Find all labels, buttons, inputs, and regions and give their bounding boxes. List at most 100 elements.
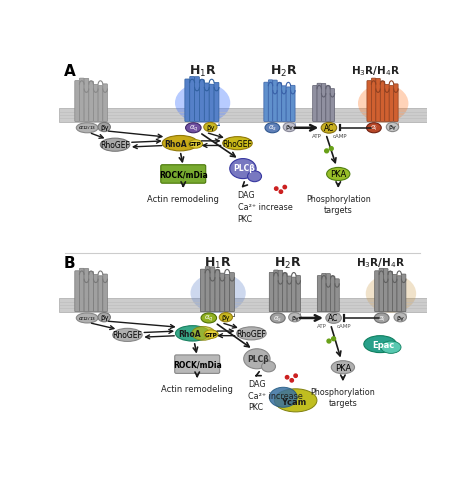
FancyBboxPatch shape [317, 84, 321, 122]
FancyBboxPatch shape [392, 275, 397, 312]
Text: H$_3$R/H$_4$R: H$_3$R/H$_4$R [356, 256, 405, 269]
FancyBboxPatch shape [98, 86, 103, 122]
FancyBboxPatch shape [283, 274, 287, 312]
Circle shape [290, 379, 293, 382]
FancyBboxPatch shape [277, 84, 282, 122]
Text: βγ: βγ [291, 315, 299, 320]
FancyBboxPatch shape [372, 79, 376, 122]
Ellipse shape [230, 159, 256, 179]
FancyBboxPatch shape [264, 83, 268, 122]
Text: RhoA: RhoA [164, 139, 187, 148]
Text: H$_1$R: H$_1$R [204, 256, 232, 271]
Ellipse shape [186, 124, 201, 133]
Ellipse shape [271, 313, 285, 323]
FancyBboxPatch shape [204, 84, 209, 122]
Ellipse shape [358, 85, 409, 123]
FancyBboxPatch shape [103, 275, 108, 312]
FancyBboxPatch shape [80, 79, 84, 122]
Ellipse shape [366, 124, 381, 133]
FancyBboxPatch shape [388, 272, 392, 312]
Text: RhoGEF: RhoGEF [100, 141, 130, 150]
Text: cAMP: cAMP [337, 324, 352, 329]
Ellipse shape [76, 124, 98, 133]
Text: DAG
Ca²⁺ increase
PKC: DAG Ca²⁺ increase PKC [237, 191, 292, 223]
Ellipse shape [223, 137, 252, 150]
FancyBboxPatch shape [282, 87, 286, 122]
Text: $\alpha_i$: $\alpha_i$ [370, 124, 378, 133]
Circle shape [279, 190, 283, 194]
Ellipse shape [247, 171, 262, 182]
FancyBboxPatch shape [210, 268, 215, 312]
Text: PLCβ: PLCβ [247, 354, 269, 363]
FancyBboxPatch shape [161, 165, 206, 184]
Ellipse shape [331, 361, 355, 374]
Text: RhoGEF: RhoGEF [223, 139, 253, 148]
FancyBboxPatch shape [296, 276, 301, 312]
Ellipse shape [76, 313, 98, 323]
Text: ATP: ATP [317, 324, 327, 329]
Text: B: B [64, 256, 75, 270]
Ellipse shape [189, 140, 202, 149]
Circle shape [325, 150, 328, 153]
Circle shape [294, 374, 297, 378]
FancyBboxPatch shape [269, 273, 273, 312]
Circle shape [274, 187, 278, 191]
Ellipse shape [204, 330, 218, 339]
Text: Actin remodeling: Actin remodeling [161, 384, 233, 393]
Circle shape [283, 186, 286, 189]
Ellipse shape [219, 313, 232, 322]
FancyBboxPatch shape [274, 271, 278, 312]
Ellipse shape [191, 274, 246, 314]
FancyBboxPatch shape [383, 269, 388, 312]
Text: Actin remodeling: Actin remodeling [147, 194, 219, 203]
FancyBboxPatch shape [230, 273, 235, 312]
Text: PLCβ: PLCβ [233, 164, 255, 173]
Ellipse shape [262, 361, 275, 372]
FancyBboxPatch shape [273, 81, 277, 122]
Ellipse shape [237, 327, 266, 340]
FancyBboxPatch shape [380, 82, 385, 122]
Text: H$_3$R/H$_4$R: H$_3$R/H$_4$R [351, 64, 400, 78]
FancyBboxPatch shape [80, 269, 84, 312]
Ellipse shape [381, 341, 401, 354]
Text: ATP: ATP [312, 134, 322, 139]
FancyBboxPatch shape [389, 86, 394, 122]
Circle shape [327, 340, 331, 343]
FancyBboxPatch shape [397, 276, 401, 312]
Ellipse shape [204, 123, 217, 132]
FancyBboxPatch shape [75, 82, 79, 122]
Text: Epac: Epac [372, 340, 394, 349]
FancyBboxPatch shape [103, 85, 108, 122]
FancyBboxPatch shape [175, 355, 219, 374]
Text: AC: AC [328, 314, 339, 323]
FancyBboxPatch shape [322, 274, 326, 312]
FancyBboxPatch shape [326, 274, 330, 312]
Text: βγ: βγ [206, 125, 215, 131]
Ellipse shape [175, 84, 230, 124]
Ellipse shape [244, 349, 270, 369]
FancyBboxPatch shape [89, 272, 93, 312]
Ellipse shape [100, 139, 130, 152]
FancyBboxPatch shape [394, 85, 398, 122]
Text: βγ: βγ [100, 125, 109, 131]
Ellipse shape [201, 313, 217, 323]
Ellipse shape [175, 326, 210, 341]
Circle shape [285, 376, 289, 379]
Text: βγ: βγ [285, 125, 293, 130]
FancyBboxPatch shape [286, 88, 291, 122]
Text: βγ: βγ [389, 125, 396, 130]
Text: H$_2$R: H$_2$R [270, 64, 298, 79]
Text: GTP: GTP [205, 332, 218, 337]
Text: $\alpha_s$: $\alpha_s$ [268, 124, 277, 133]
FancyBboxPatch shape [367, 82, 372, 122]
FancyBboxPatch shape [376, 79, 380, 122]
FancyBboxPatch shape [89, 82, 93, 122]
Text: H$_2$R: H$_2$R [274, 256, 302, 271]
Text: RhoGEF: RhoGEF [112, 331, 142, 340]
Text: $\alpha_q$: $\alpha_q$ [204, 313, 214, 324]
Circle shape [332, 337, 336, 341]
FancyBboxPatch shape [185, 80, 190, 122]
Text: PKA: PKA [330, 170, 346, 179]
Ellipse shape [283, 123, 296, 132]
FancyBboxPatch shape [205, 267, 210, 312]
